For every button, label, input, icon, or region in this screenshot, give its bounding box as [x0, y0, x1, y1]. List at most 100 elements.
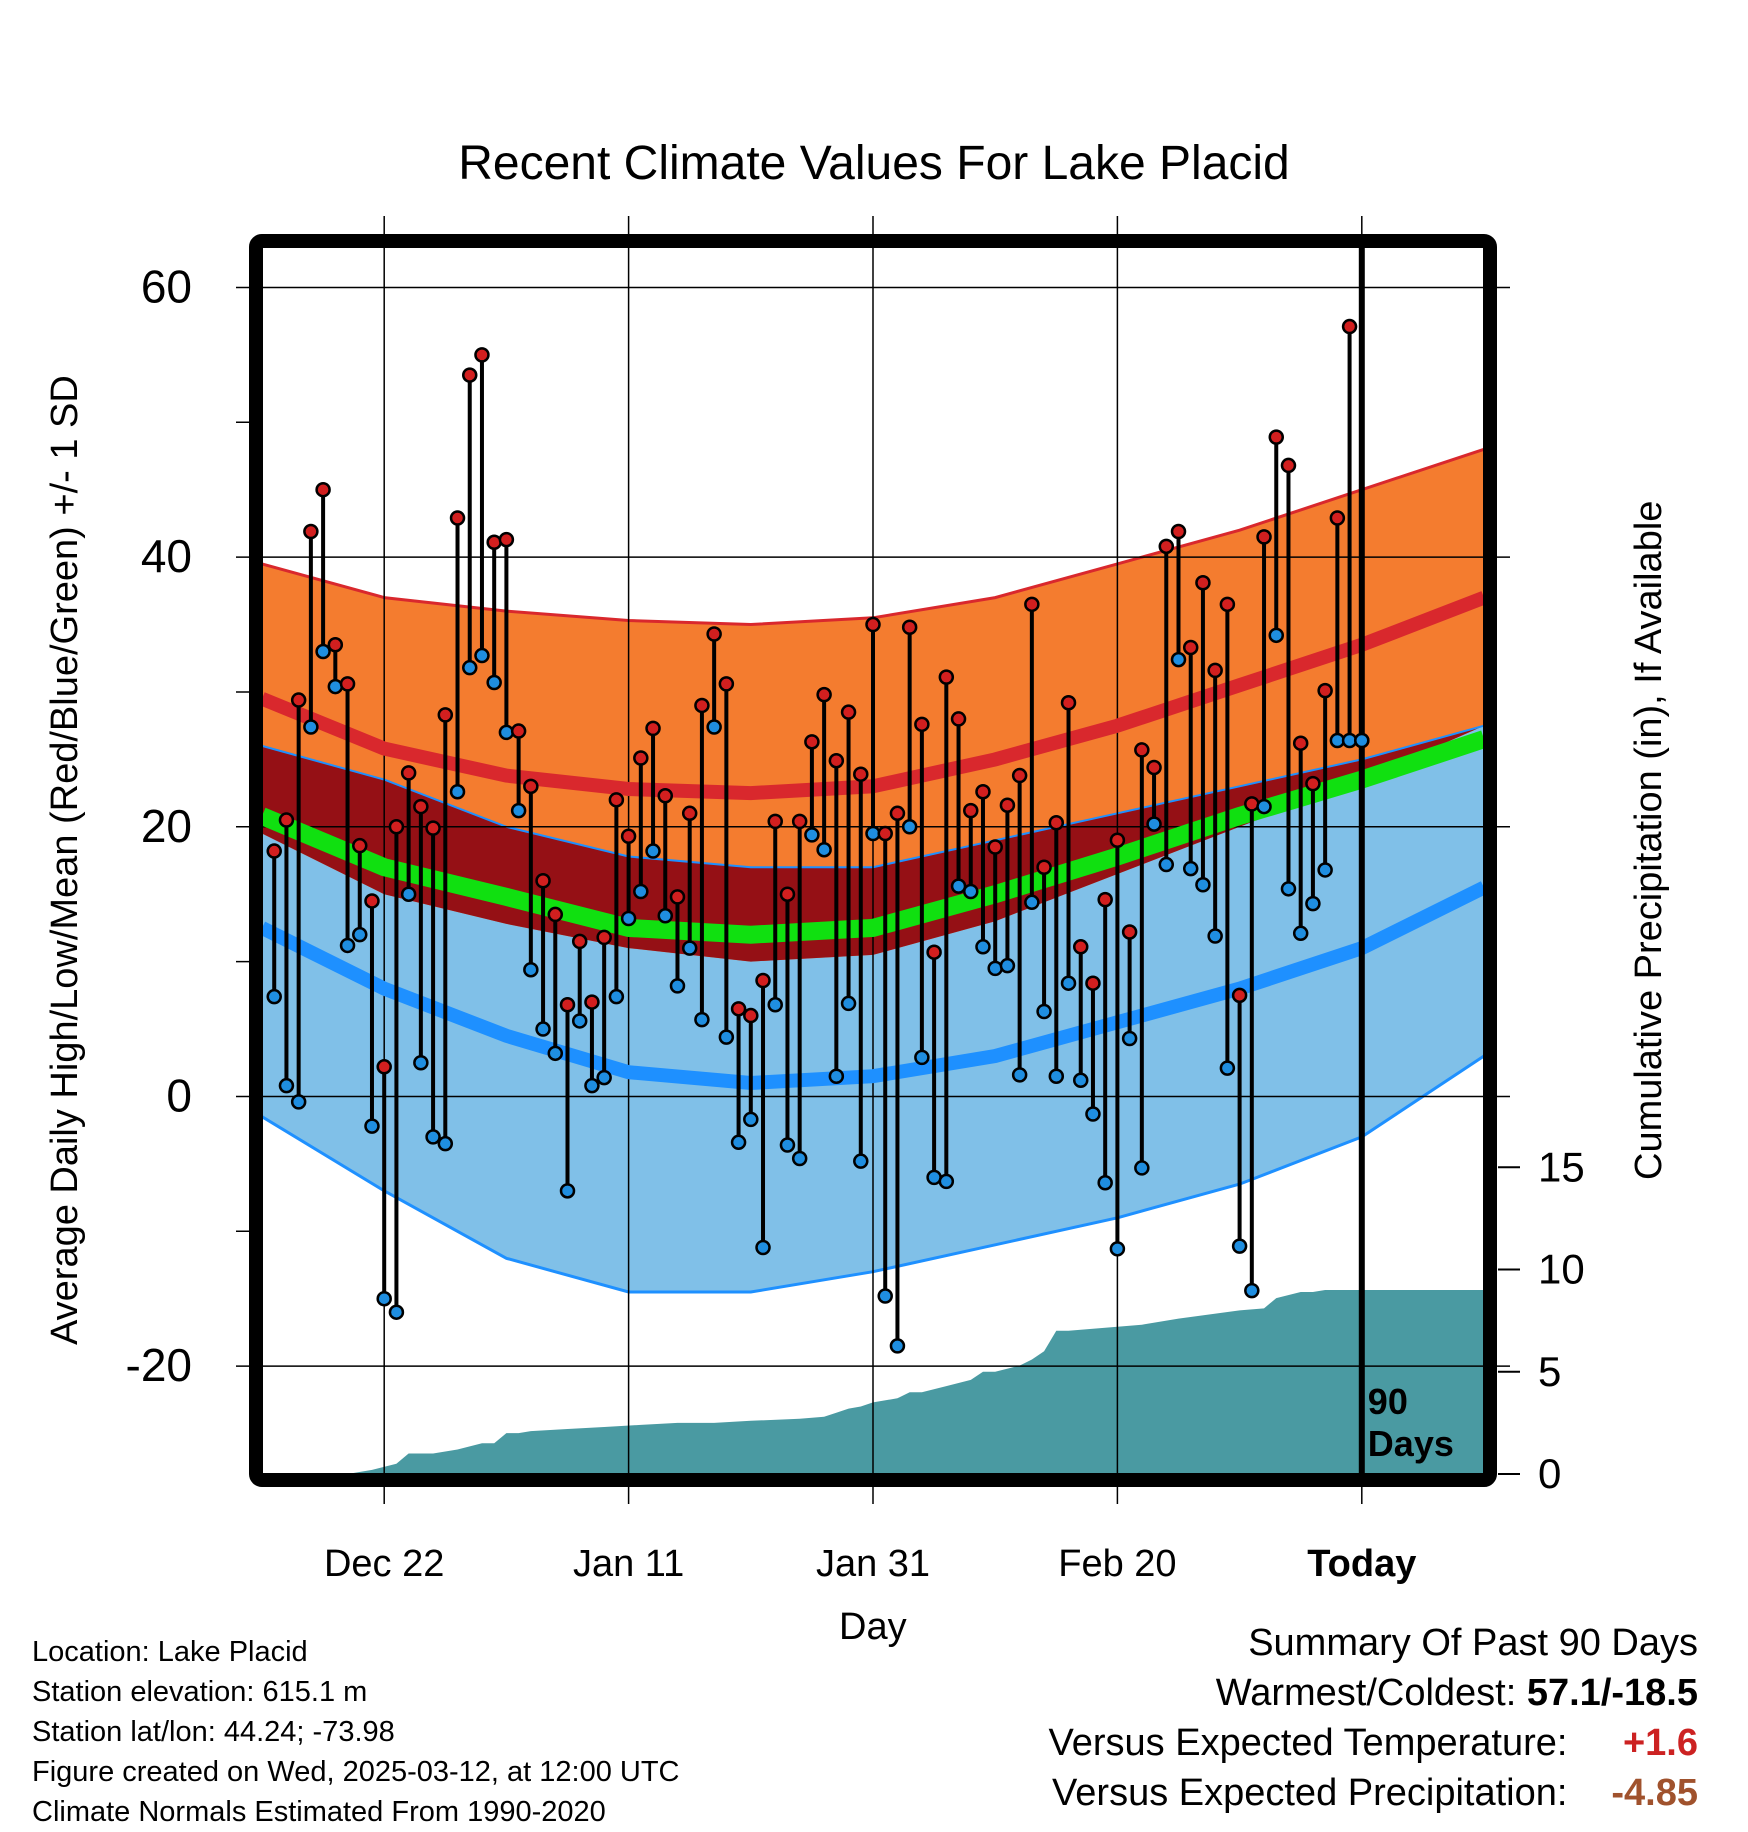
daily-low-point — [547, 1045, 564, 1062]
daily-low-point — [486, 674, 502, 691]
summary-temp-value: +1.6 — [1622, 1722, 1698, 1764]
daily-high-point — [425, 820, 441, 836]
daily-low-point — [1244, 1282, 1260, 1299]
daily-low-point — [706, 719, 722, 735]
today-label-line2: Days — [1368, 1423, 1454, 1464]
daily-high-point — [1195, 574, 1211, 591]
x-tick-label: Dec 22 — [324, 1543, 444, 1585]
daily-low-point — [1036, 1003, 1052, 1020]
daily-low-point — [950, 878, 967, 894]
daily-high-point — [999, 797, 1016, 813]
daily-low-point — [461, 659, 478, 676]
daily-high-point — [364, 893, 380, 909]
daily-low-point — [963, 883, 979, 900]
x-tick-label: Today — [1307, 1543, 1416, 1585]
daily-high-point — [498, 531, 515, 548]
daily-low-point — [1097, 1175, 1113, 1191]
daily-low-point — [791, 1150, 808, 1167]
x-tick-label: Feb 20 — [1058, 1543, 1176, 1585]
daily-low-point — [400, 886, 417, 902]
daily-high-point — [791, 813, 808, 830]
daily-high-point — [901, 619, 918, 635]
daily-low-point — [1231, 1238, 1248, 1254]
daily-high-point — [718, 676, 735, 692]
x-axis-label: Day — [839, 1606, 907, 1648]
daily-low-point — [1085, 1106, 1101, 1122]
daily-high-point — [853, 766, 869, 782]
mean-normal-line — [258, 730, 1487, 944]
y2-tick-label: 10 — [1538, 1246, 1585, 1293]
daily-high-point — [889, 805, 906, 822]
daily-high-point — [559, 997, 576, 1013]
daily-high-point — [571, 933, 588, 950]
daily-high-point — [1207, 662, 1223, 679]
daily-low-point — [584, 1077, 600, 1094]
daily-high-point — [706, 626, 722, 642]
daily-high-point — [926, 944, 942, 960]
daily-high-point — [657, 788, 674, 804]
daily-low-point — [1024, 894, 1040, 911]
daily-low-point — [681, 940, 698, 956]
axis-ticks: -20 0 20 40 60 Dec 22 Jan 11 Jan 31 Feb 20 Today 0… — [126, 260, 1585, 1585]
daily-low-point — [987, 960, 1003, 977]
x-tick-label: Jan 31 — [816, 1543, 930, 1585]
y-tick-label: -20 — [126, 1339, 192, 1391]
daily-low-point — [975, 939, 991, 955]
daily-high-point — [767, 813, 783, 830]
daily-high-point — [290, 692, 307, 708]
y-tick-label: 60 — [141, 260, 192, 312]
daily-low-point — [1134, 1160, 1150, 1176]
daily-high-point — [645, 720, 661, 737]
y2-tick-label: 0 — [1538, 1450, 1561, 1497]
daily-high-point — [584, 994, 600, 1010]
meta-elevation: Station elevation: 615.1 m — [32, 1676, 368, 1708]
daily-low-point — [413, 1055, 429, 1071]
daily-low-point — [535, 1021, 551, 1037]
daily-high-point — [694, 697, 710, 714]
daily-high-point — [327, 637, 344, 653]
daily-high-point — [1329, 510, 1346, 526]
daily-low-point — [853, 1153, 869, 1169]
daily-high-point — [400, 765, 417, 781]
daily-low-point — [1354, 732, 1370, 749]
daily-low-point — [266, 988, 282, 1005]
daily-low-point — [914, 1049, 930, 1066]
daily-high-point — [1280, 457, 1297, 474]
daily-low-point — [388, 1304, 405, 1320]
daily-low-point — [889, 1338, 906, 1354]
daily-low-point — [376, 1290, 392, 1307]
daily-high-point — [1231, 987, 1248, 1004]
y-tick-label: 40 — [141, 530, 192, 582]
meta-location: Location: Lake Placid — [32, 1636, 308, 1668]
daily-low-point — [1158, 856, 1175, 873]
summary-temp: Versus Expected Temperature: +1.6 — [1049, 1722, 1698, 1765]
daily-high-point — [1268, 429, 1285, 445]
daily-high-point — [596, 929, 612, 946]
daily-high-point — [828, 752, 845, 769]
daily-high-point — [535, 872, 551, 889]
daily-low-point — [425, 1129, 441, 1145]
daily-high-point — [1341, 318, 1358, 335]
daily-low-point — [278, 1077, 295, 1094]
daily-low-point — [352, 926, 368, 943]
plot-border — [249, 234, 1497, 1487]
daily-high-point — [1036, 859, 1052, 875]
daily-low-point — [755, 1239, 771, 1256]
daily-low-point — [1268, 627, 1285, 644]
daily-low-point — [901, 819, 918, 835]
daily-low-point — [694, 1011, 710, 1028]
daily-low-point — [779, 1137, 796, 1153]
summary-warm-cold: Warmest/Coldest: 57.1/-18.5 — [1216, 1672, 1698, 1715]
y2-tick-label: 5 — [1538, 1348, 1561, 1395]
daily-high-point — [816, 686, 832, 703]
daily-high-point — [278, 812, 295, 828]
daily-high-point — [1158, 538, 1175, 555]
daily-high-point — [975, 783, 991, 800]
daily-low-point — [290, 1094, 307, 1110]
daily-low-point — [743, 1111, 759, 1128]
daily-high-point — [486, 534, 502, 551]
daily-high-point — [1317, 682, 1333, 699]
daily-low-point — [510, 802, 527, 819]
daily-high-point — [315, 481, 331, 498]
